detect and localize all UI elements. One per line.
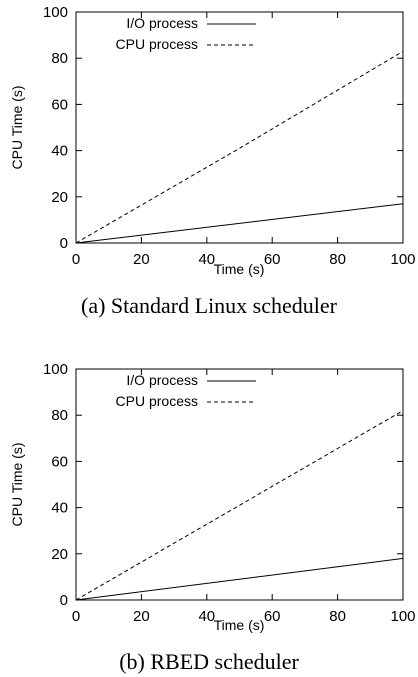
legend: I/O process CPU process bbox=[116, 15, 256, 52]
y-axis-label: CPU Time (s) bbox=[9, 443, 25, 527]
y-tick-label: 0 bbox=[60, 592, 68, 609]
y-tick-label: 100 bbox=[43, 361, 68, 378]
y-axis-label: CPU Time (s) bbox=[9, 86, 25, 170]
x-axis-label: Time (s) bbox=[214, 617, 265, 633]
x-tick-labels: 0 20 40 60 80 100 bbox=[72, 251, 416, 268]
y-tick-label: 40 bbox=[51, 143, 68, 160]
x-tick-labels: 0 20 40 60 80 100 bbox=[72, 608, 416, 625]
y-tick-label: 100 bbox=[43, 4, 68, 21]
y-tick-labels: 0 20 40 60 80 100 bbox=[43, 361, 68, 609]
y-tick-label: 60 bbox=[51, 453, 68, 470]
y-tick-label: 0 bbox=[60, 235, 68, 252]
y-tick-label: 80 bbox=[51, 407, 68, 424]
x-tick-label: 20 bbox=[133, 608, 150, 625]
y-tick-label: 20 bbox=[51, 189, 68, 206]
series-line-cpu-process bbox=[75, 50, 404, 244]
y-tick-label: 40 bbox=[51, 500, 68, 517]
x-tick-label: 20 bbox=[133, 251, 150, 268]
x-tick-label: 60 bbox=[264, 608, 281, 625]
x-tick-label: 0 bbox=[72, 251, 80, 268]
legend-label-cpu-process: CPU process bbox=[116, 36, 198, 52]
plot-frame bbox=[75, 11, 404, 244]
x-tick-marks bbox=[75, 369, 404, 600]
legend-label-io-process: I/O process bbox=[126, 15, 198, 31]
x-tick-label: 40 bbox=[198, 608, 215, 625]
series-line-io-process bbox=[75, 557, 404, 601]
x-axis-label: Time (s) bbox=[214, 261, 265, 277]
legend-label-cpu-process: CPU process bbox=[116, 393, 198, 409]
x-tick-label: 80 bbox=[329, 251, 346, 268]
y-tick-label: 20 bbox=[51, 546, 68, 563]
x-tick-label: 0 bbox=[72, 608, 80, 625]
plot-frame bbox=[75, 368, 404, 601]
y-tick-label: 80 bbox=[51, 50, 68, 67]
series-lines bbox=[75, 410, 404, 601]
x-tick-label: 100 bbox=[390, 251, 415, 268]
x-tick-label: 60 bbox=[264, 251, 281, 268]
y-tick-label: 60 bbox=[51, 96, 68, 113]
legend-label-io-process: I/O process bbox=[126, 372, 198, 388]
y-tick-marks bbox=[76, 11, 403, 244]
chart-panel-b: 0 20 40 60 80 100 0 20 40 60 80 100 Time… bbox=[9, 361, 416, 674]
series-line-io-process bbox=[75, 203, 404, 244]
x-tick-label: 80 bbox=[329, 608, 346, 625]
x-tick-marks bbox=[75, 12, 404, 243]
legend: I/O process CPU process bbox=[116, 372, 256, 409]
x-tick-label: 100 bbox=[390, 608, 415, 625]
caption-b: (b) RBED scheduler bbox=[119, 649, 299, 674]
y-tick-labels: 0 20 40 60 80 100 bbox=[43, 4, 68, 252]
caption-a: (a) Standard Linux scheduler bbox=[81, 293, 338, 318]
y-tick-marks bbox=[76, 368, 403, 601]
chart-panel-a: 0 20 40 60 80 100 0 20 40 60 80 100 Time… bbox=[9, 4, 416, 318]
series-line-cpu-process bbox=[75, 410, 404, 601]
series-lines bbox=[75, 50, 404, 244]
x-tick-label: 40 bbox=[198, 251, 215, 268]
